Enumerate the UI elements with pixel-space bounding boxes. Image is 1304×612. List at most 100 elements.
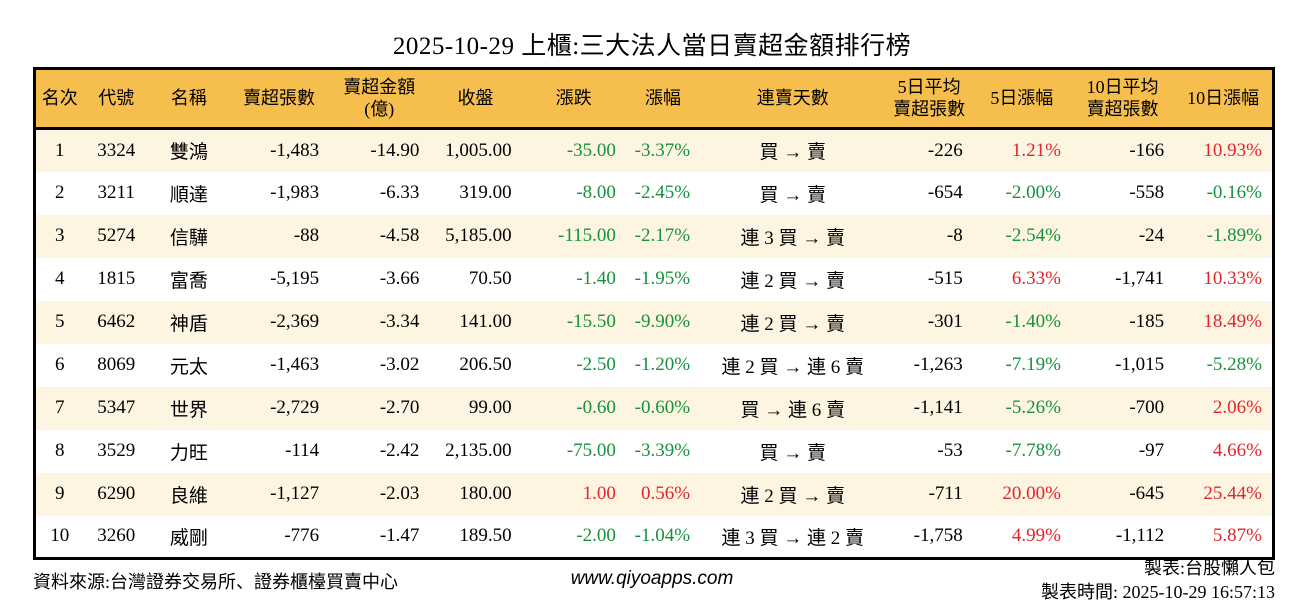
cell-sell_amt: -1.47 xyxy=(379,525,420,547)
col-header-avg10: 10日平均 賣超張數 xyxy=(1070,68,1175,130)
table-row: 2 3211 順達 -1,983 -6.33 319.00 -8.00 -2.45% 買 → 賣… xyxy=(34,171,1274,215)
table-row: 1 3324 雙鴻 -1,483 -14.90 1,005.00 -35.00 -3.37% 買… xyxy=(34,128,1274,172)
cell-sell_amt: -2.03 xyxy=(379,483,420,504)
cell-chg: -2.00 xyxy=(576,525,616,547)
ranking-table: 名次 代號 名稱 賣超張數 賣超金額 (億) 收盤 漲跌 漲幅 連賣天數 5日平均 賣超張數 5日漲… xyxy=(33,67,1275,560)
col-header-streak: 連賣天數 xyxy=(700,68,886,130)
cell-name: 力旺 xyxy=(169,442,208,464)
cell-close: 180.00 xyxy=(459,483,512,504)
cell-close: 319.00 xyxy=(459,182,512,203)
cell-avg10: -24 xyxy=(1138,225,1165,246)
cell-pct5: -2.00% xyxy=(1005,182,1061,203)
cell-sell_qty: -114 xyxy=(285,440,320,461)
cell-chg_pct: -1.95% xyxy=(634,268,691,289)
table-row: 10 3260 威剛 -776 -1.47 189.50 -2.00 -1.04% 連 3 買 … xyxy=(34,515,1274,559)
cell-streak: 連 2 買 → 賣 xyxy=(740,313,846,335)
cell-pct10: 10.33% xyxy=(1203,268,1262,289)
cell-close: 70.50 xyxy=(468,268,512,289)
cell-pct10: -5.28% xyxy=(1206,354,1262,375)
cell-avg5: -515 xyxy=(927,268,963,289)
table-row: 6 8069 元太 -1,463 -3.02 206.50 -2.50 -1.20% 連 2 買… xyxy=(34,343,1274,387)
cell-rank: 1 xyxy=(55,139,65,161)
col-header-close: 收盤 xyxy=(429,68,522,130)
cell-close: 2,135.00 xyxy=(445,440,512,461)
cell-close: 5,185.00 xyxy=(445,225,512,246)
cell-chg_pct: -1.20% xyxy=(634,354,691,375)
cell-sell_amt: -3.02 xyxy=(379,354,420,375)
cell-name: 富喬 xyxy=(169,270,208,292)
col-header-avg5: 5日平均 賣超張數 xyxy=(885,68,973,130)
cell-streak: 買 → 連 6 賣 xyxy=(740,399,846,421)
cell-streak: 連 2 買 → 賣 xyxy=(740,270,846,292)
cell-avg5: -226 xyxy=(927,139,963,161)
maker-line: 製表:台股懶人包 xyxy=(1143,558,1275,578)
cell-pct5: -7.78% xyxy=(1005,440,1061,461)
cell-avg10: -1,015 xyxy=(1115,354,1165,375)
cell-chg_pct: -2.17% xyxy=(634,225,691,246)
cell-close: 189.50 xyxy=(459,525,512,547)
cell-sell_qty: -88 xyxy=(293,225,320,246)
cell-sell_qty: -2,729 xyxy=(270,397,320,418)
cell-avg10: -166 xyxy=(1129,139,1165,161)
cell-chg_pct: -9.90% xyxy=(634,311,691,332)
cell-chg_pct: -3.39% xyxy=(634,440,691,461)
cell-code: 8069 xyxy=(97,354,136,375)
cell-close: 141.00 xyxy=(459,311,512,332)
cell-chg: -35.00 xyxy=(566,139,616,161)
cell-avg10: -97 xyxy=(1138,440,1165,461)
cell-avg5: -53 xyxy=(937,440,963,461)
cell-chg: -0.60 xyxy=(576,397,616,418)
cell-sell_amt: -6.33 xyxy=(379,182,420,203)
cell-avg5: -8 xyxy=(946,225,963,246)
cell-sell_qty: -776 xyxy=(284,525,320,547)
cell-streak: 買 → 賣 xyxy=(759,142,827,164)
cell-streak: 連 2 買 → 連 6 賣 xyxy=(721,356,865,378)
cell-chg: -8.00 xyxy=(576,182,616,203)
cell-avg10: -558 xyxy=(1129,182,1165,203)
cell-avg5: -654 xyxy=(927,182,963,203)
cell-chg: -115.00 xyxy=(558,225,616,246)
cell-name: 世界 xyxy=(169,399,208,421)
made-time-line: 製表時間: 2025-10-29 16:57:13 xyxy=(1041,581,1275,602)
cell-chg: -2.50 xyxy=(576,354,616,375)
cell-close: 1,005.00 xyxy=(445,139,512,161)
cell-chg_pct: -2.45% xyxy=(634,182,691,203)
cell-pct5: -1.40% xyxy=(1005,311,1061,332)
cell-code: 6290 xyxy=(97,483,136,504)
cell-sell_amt: -14.90 xyxy=(370,139,420,161)
cell-streak: 買 → 賣 xyxy=(759,184,827,206)
cell-pct10: 5.87% xyxy=(1212,525,1262,547)
cell-close: 99.00 xyxy=(468,397,512,418)
cell-avg10: -185 xyxy=(1129,311,1165,332)
cell-rank: 5 xyxy=(55,311,65,332)
cell-sell_qty: -1,483 xyxy=(270,139,320,161)
cell-pct10: 4.66% xyxy=(1212,440,1262,461)
cell-sell_qty: -1,983 xyxy=(270,182,320,203)
header-row: 名次 代號 名稱 賣超張數 賣超金額 (億) 收盤 漲跌 漲幅 連賣天數 5日平均 賣超張數 5日漲… xyxy=(34,68,1274,130)
cell-sell_qty: -5,195 xyxy=(270,268,320,289)
cell-avg5: -301 xyxy=(927,311,963,332)
website-url: www.qiyoapps.com xyxy=(570,568,734,589)
cell-avg5: -1,758 xyxy=(913,525,963,547)
data-source-note: 資料來源:台灣證券交易所、證券櫃檯買賣中心 xyxy=(33,572,398,592)
cell-chg_pct: -0.60% xyxy=(634,397,691,418)
col-header-chg: 漲跌 xyxy=(521,68,626,130)
cell-pct5: 1.21% xyxy=(1011,139,1061,161)
cell-name: 神盾 xyxy=(169,313,208,335)
cell-sell_amt: -3.34 xyxy=(379,311,420,332)
table-row: 5 6462 神盾 -2,369 -3.34 141.00 -15.50 -9.90% 連 2 … xyxy=(34,300,1274,344)
cell-pct10: 10.93% xyxy=(1203,139,1262,161)
cell-sell_amt: -4.58 xyxy=(379,225,420,246)
cell-name: 信驊 xyxy=(169,227,208,249)
cell-sell_qty: -1,463 xyxy=(270,354,320,375)
cell-rank: 6 xyxy=(55,354,65,375)
cell-rank: 8 xyxy=(55,440,65,461)
cell-avg10: -700 xyxy=(1129,397,1165,418)
cell-name: 威剛 xyxy=(169,527,208,549)
cell-pct10: 18.49% xyxy=(1203,311,1262,332)
cell-avg5: -1,263 xyxy=(913,354,963,375)
cell-chg_pct: 0.56% xyxy=(640,483,691,504)
cell-code: 1815 xyxy=(97,268,136,289)
cell-rank: 10 xyxy=(50,525,70,547)
col-header-rank: 名次 xyxy=(34,68,84,130)
